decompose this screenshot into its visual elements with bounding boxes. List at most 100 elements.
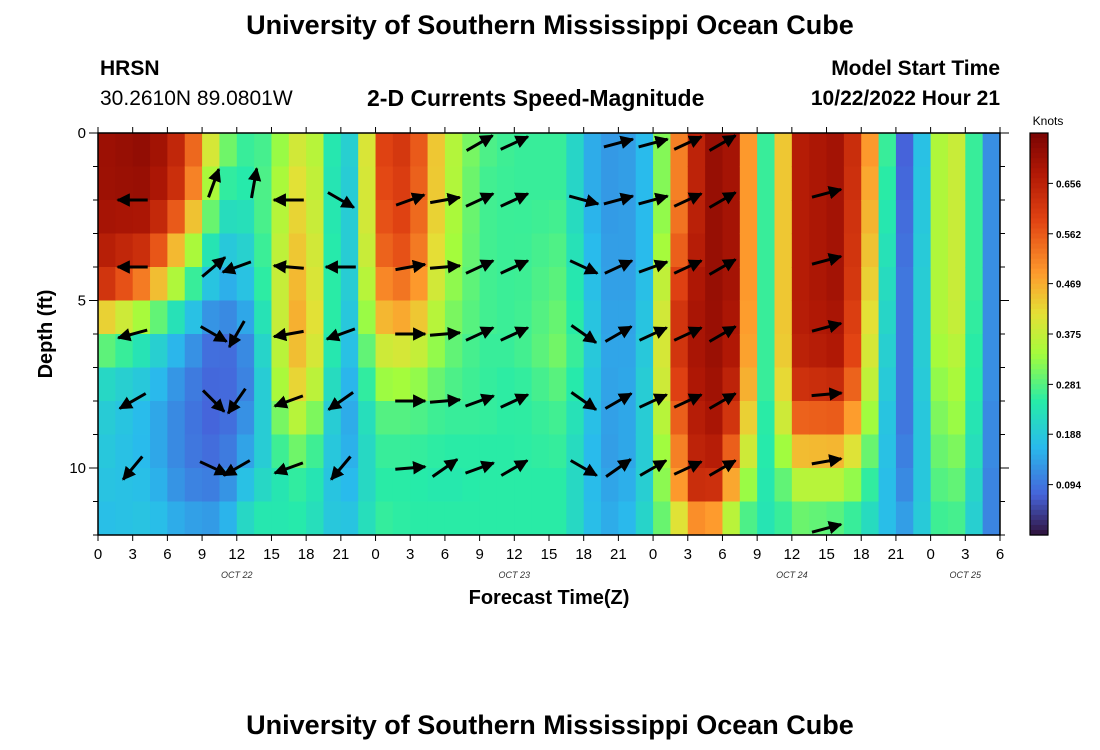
heatmap-cell bbox=[861, 468, 880, 503]
heatmap-cell bbox=[861, 434, 880, 469]
heatmap-cell bbox=[254, 468, 273, 503]
current-vector-arrow bbox=[708, 134, 737, 152]
colorbar-segment bbox=[1030, 334, 1048, 340]
heatmap-cell bbox=[358, 233, 377, 268]
heatmap-cell bbox=[410, 300, 429, 335]
heatmap-cell bbox=[444, 200, 463, 235]
heatmap-cell bbox=[444, 334, 463, 369]
heatmap-cell bbox=[930, 434, 949, 469]
heatmap-cell bbox=[826, 334, 845, 369]
colorbar-segment bbox=[1030, 288, 1048, 295]
heatmap-cell bbox=[288, 233, 307, 268]
colorbar-segment bbox=[1030, 474, 1048, 481]
heatmap-cell bbox=[930, 401, 949, 436]
heatmap-cell bbox=[791, 434, 810, 469]
heatmap-cell bbox=[531, 434, 550, 469]
heatmap-cell bbox=[288, 300, 307, 335]
heatmap-cell bbox=[271, 434, 290, 469]
heatmap-cell bbox=[618, 233, 637, 268]
heatmap-cell bbox=[115, 133, 134, 168]
heatmap-cell bbox=[635, 233, 654, 268]
heatmap-cell bbox=[427, 233, 446, 268]
current-vector-arrow bbox=[638, 259, 669, 274]
heatmap-cell bbox=[375, 434, 394, 469]
heatmap-cell bbox=[913, 300, 932, 335]
x-axis: 0 3 6 9 12 15 18 21 0 3 6 9 12 15 18 21 0 3 6 9 12 15 18 21 0 3 6 O… bbox=[94, 127, 1004, 580]
heatmap-cell bbox=[965, 334, 984, 369]
heatmap-cell bbox=[427, 468, 446, 503]
heatmap-cell bbox=[757, 166, 776, 201]
heatmap-cell bbox=[722, 401, 741, 436]
colorbar-segment bbox=[1030, 303, 1048, 310]
current-vector-arrow bbox=[708, 191, 737, 209]
heatmap-cell bbox=[202, 468, 221, 503]
heatmap-cell bbox=[601, 401, 619, 436]
heatmap-cell bbox=[358, 401, 377, 436]
heatmap-cell bbox=[843, 501, 862, 535]
heatmap-cell bbox=[98, 133, 116, 168]
heatmap-cell bbox=[653, 300, 672, 335]
heatmap-cell bbox=[479, 200, 498, 235]
heatmap-cell bbox=[930, 267, 949, 302]
heatmap-cell bbox=[167, 501, 186, 535]
heatmap-cell bbox=[618, 166, 637, 201]
heatmap-cell bbox=[705, 434, 724, 469]
heatmap-cell bbox=[254, 367, 273, 402]
colorbar-segment bbox=[1030, 354, 1048, 360]
x-tick-label: 21 bbox=[610, 546, 627, 563]
current-vector-arrow bbox=[429, 327, 462, 341]
heatmap-cell bbox=[947, 267, 966, 302]
heatmap-cell bbox=[496, 401, 515, 436]
current-vector-arrow bbox=[247, 167, 262, 199]
heatmap-cell bbox=[566, 401, 585, 436]
heatmap-cell bbox=[323, 300, 342, 335]
heatmap-cell bbox=[132, 133, 151, 168]
heatmap-cell bbox=[358, 501, 377, 535]
heatmap-cell bbox=[323, 200, 342, 235]
heatmap-cell bbox=[271, 367, 290, 402]
heatmap-cell bbox=[843, 200, 862, 235]
current-vector-arrow bbox=[431, 458, 459, 478]
colorbar-segment bbox=[1030, 479, 1048, 486]
heatmap-cell bbox=[271, 334, 290, 369]
colorbar-segment bbox=[1030, 429, 1048, 436]
heatmap-cell bbox=[791, 133, 810, 168]
heatmap-cell bbox=[861, 166, 880, 201]
heatmap-cell bbox=[496, 233, 515, 268]
heatmap-cell bbox=[566, 267, 585, 302]
heatmap-cell bbox=[705, 267, 724, 302]
heatmap-cell bbox=[705, 468, 724, 503]
heatmap-cell bbox=[410, 233, 429, 268]
colorbar-unit-label: Knots bbox=[1033, 114, 1064, 128]
heatmap-cell bbox=[462, 334, 481, 369]
heatmap-cell bbox=[687, 200, 706, 235]
heatmap-cell bbox=[583, 367, 602, 402]
heatmap-cell bbox=[115, 200, 134, 235]
heatmap-cell bbox=[791, 166, 810, 201]
heatmap-cell bbox=[739, 267, 758, 302]
heatmap-cell bbox=[496, 166, 515, 201]
colorbar-tick-label: 0.281 bbox=[1056, 380, 1081, 391]
heatmap-cell bbox=[358, 300, 377, 335]
heatmap-cell bbox=[115, 233, 134, 268]
colorbar-segment bbox=[1030, 168, 1048, 174]
colorbar-segment bbox=[1030, 178, 1048, 184]
heatmap-cell bbox=[635, 468, 654, 503]
current-vector-arrow bbox=[500, 192, 530, 208]
x-tick-label: 15 bbox=[263, 546, 280, 563]
heatmap-cell bbox=[236, 133, 255, 168]
colorbar-segment bbox=[1030, 364, 1048, 370]
heatmap-cell bbox=[271, 133, 290, 168]
heatmap-cell bbox=[913, 267, 932, 302]
heatmap-cell bbox=[115, 501, 134, 535]
heatmap-cell bbox=[184, 300, 203, 335]
colorbar-segment bbox=[1030, 238, 1048, 245]
heatmap-cell bbox=[184, 401, 203, 436]
heatmap-cell bbox=[115, 267, 134, 302]
heatmap-cell bbox=[913, 334, 932, 369]
current-vector-arrow bbox=[708, 258, 737, 276]
heatmap-cell bbox=[774, 434, 793, 469]
heatmap-cell bbox=[236, 200, 255, 235]
current-vector-arrow bbox=[464, 460, 495, 475]
heatmap-cell bbox=[930, 300, 949, 335]
